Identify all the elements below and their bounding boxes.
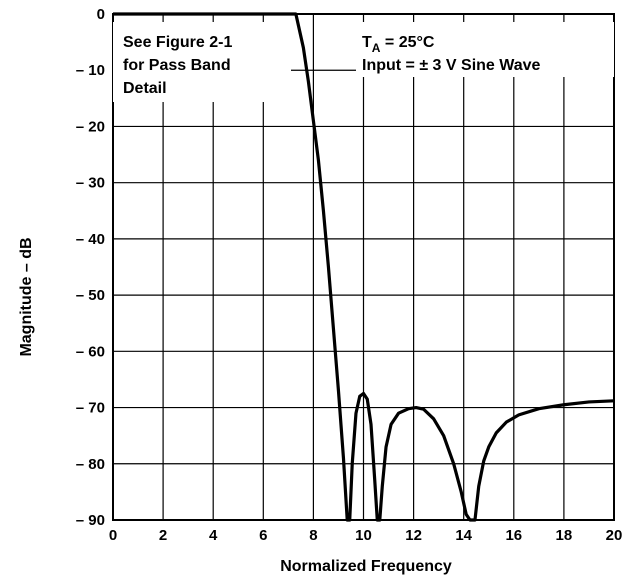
y-tick-label: – 70 [76, 400, 105, 417]
y-tick-label: – 20 [76, 118, 105, 135]
left-note-line-3: Detail [123, 80, 167, 97]
y-tick-label: – 10 [76, 62, 105, 79]
left-note-line-2: for Pass Band [123, 57, 231, 74]
x-tick-label: 12 [405, 527, 422, 544]
y-tick-label: – 80 [76, 456, 105, 473]
y-tick-label: 0 [97, 6, 105, 23]
y-tick-label: – 30 [76, 175, 105, 192]
x-tick-label: 10 [355, 527, 372, 544]
temp-subscript: A [372, 41, 381, 55]
y-tick-label: – 60 [76, 343, 105, 360]
x-tick-label: 20 [606, 527, 623, 544]
x-tick-label: 8 [309, 527, 317, 544]
series-line-group [113, 12, 615, 522]
x-tick-label: 4 [209, 527, 218, 544]
magnitude-series-line [113, 12, 615, 522]
x-axis-title: Normalized Frequency [280, 558, 452, 575]
plot-frame [112, 13, 615, 521]
x-tick-label: 16 [505, 527, 522, 544]
x-tick-label: 6 [259, 527, 267, 544]
annotations: See Figure 2-1 for Pass Band Detail TA =… [113, 22, 614, 102]
right-note-line-2: Input = ± 3 V Sine Wave [362, 57, 541, 74]
x-tick-label: 14 [455, 527, 472, 544]
y-axis-title: Magnitude – dB [18, 237, 35, 356]
y-tick-label: – 40 [76, 231, 105, 248]
right-note-line-1: TA = 25°C [362, 34, 435, 55]
y-tick-label: – 90 [76, 512, 105, 529]
y-tick-label: – 50 [76, 287, 105, 304]
left-note-box [113, 22, 291, 102]
x-tick-label: 18 [556, 527, 573, 544]
left-note-line-1: See Figure 2-1 [123, 34, 232, 51]
temp-value: = 25°C [380, 34, 434, 51]
axis-labels: 0 2 4 6 8 10 12 14 16 18 20 0 – 10 – 20 – 30 – 40 – 50 – … [76, 6, 623, 544]
temp-symbol: T [362, 34, 372, 51]
x-tick-label: 0 [109, 527, 117, 544]
x-tick-label: 2 [159, 527, 167, 544]
right-note-box [356, 22, 614, 77]
